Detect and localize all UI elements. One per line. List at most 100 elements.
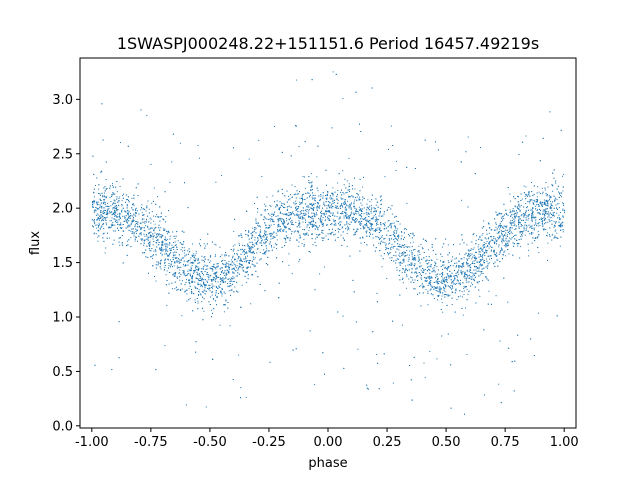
data-point — [198, 294, 200, 295]
data-point — [380, 242, 382, 244]
data-point — [550, 203, 552, 205]
data-point — [191, 264, 193, 266]
data-point — [498, 236, 500, 238]
data-point — [447, 266, 449, 268]
data-point — [420, 269, 422, 271]
data-point — [178, 259, 180, 261]
data-point — [322, 240, 324, 241]
data-point — [429, 350, 431, 352]
data-point — [254, 227, 256, 228]
data-point — [289, 229, 291, 231]
data-point — [315, 200, 316, 202]
data-point — [558, 203, 560, 205]
data-point — [520, 238, 522, 240]
data-point — [195, 265, 197, 267]
data-point — [234, 286, 236, 288]
data-point — [237, 254, 238, 256]
data-point — [132, 203, 134, 205]
data-point — [295, 203, 297, 204]
data-point — [316, 176, 318, 178]
data-point — [363, 176, 364, 178]
data-point — [543, 229, 545, 231]
data-point — [554, 230, 556, 232]
data-point — [545, 229, 547, 230]
data-point — [126, 203, 128, 205]
data-point — [165, 221, 166, 223]
data-point — [527, 206, 528, 208]
data-point — [530, 209, 532, 211]
data-point — [214, 243, 216, 245]
data-point — [359, 221, 361, 223]
data-point — [537, 212, 539, 214]
data-point — [515, 216, 517, 217]
data-point — [562, 175, 564, 177]
data-point — [561, 224, 563, 226]
data-point — [401, 255, 403, 257]
data-point — [533, 227, 535, 229]
data-point — [329, 210, 331, 212]
data-point — [501, 234, 503, 236]
data-point — [553, 169, 555, 171]
data-point — [148, 208, 150, 210]
data-point — [118, 237, 120, 239]
data-point — [368, 206, 370, 208]
data-point — [366, 219, 368, 221]
data-point — [397, 243, 399, 245]
data-point — [222, 263, 224, 265]
data-point — [256, 252, 258, 254]
data-point — [250, 303, 252, 305]
data-point — [138, 235, 140, 237]
data-point — [354, 188, 356, 190]
data-point — [314, 213, 316, 215]
data-point — [200, 280, 202, 281]
data-point — [346, 221, 348, 223]
data-point — [103, 218, 105, 220]
data-point — [329, 232, 331, 234]
data-point — [167, 238, 169, 240]
data-point — [485, 238, 487, 240]
data-point — [476, 270, 478, 272]
data-point — [369, 201, 371, 203]
data-point — [444, 296, 446, 298]
data-point — [117, 221, 119, 223]
data-point — [113, 239, 115, 241]
data-point — [553, 221, 555, 222]
data-point — [257, 240, 258, 242]
data-point — [122, 224, 124, 225]
data-point — [143, 239, 145, 241]
data-point — [462, 282, 464, 284]
data-point — [482, 255, 483, 257]
data-point — [226, 254, 227, 256]
data-point — [224, 293, 226, 295]
data-point — [330, 198, 332, 200]
data-point — [427, 304, 429, 306]
data-point — [313, 225, 315, 227]
data-point — [346, 223, 348, 225]
data-point — [371, 87, 373, 89]
data-point — [302, 176, 304, 177]
data-point — [141, 214, 143, 216]
data-point — [503, 245, 505, 247]
data-point — [469, 272, 471, 274]
data-point — [445, 286, 447, 288]
data-point — [230, 263, 232, 265]
data-point — [547, 242, 549, 244]
data-point — [187, 207, 189, 209]
data-point — [290, 221, 292, 223]
data-point — [427, 276, 429, 278]
data-point — [223, 272, 225, 274]
data-point — [419, 286, 420, 287]
data-point — [484, 394, 485, 396]
data-point — [519, 231, 521, 233]
data-point — [470, 282, 472, 284]
data-point — [106, 224, 107, 226]
data-point — [429, 265, 431, 267]
data-point — [331, 205, 333, 207]
data-point — [208, 274, 210, 276]
data-point — [426, 263, 428, 265]
data-point — [354, 177, 355, 179]
data-point — [277, 221, 279, 223]
data-point — [259, 225, 261, 227]
data-point — [322, 213, 324, 215]
data-point — [408, 278, 410, 280]
